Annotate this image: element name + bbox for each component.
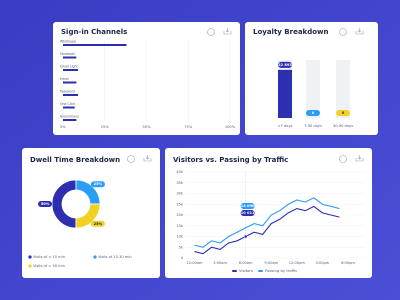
- chart-title: Dwell Time Breakdown: [30, 156, 120, 164]
- y-tick-label: 10k: [176, 235, 184, 239]
- tooltip-label-bg: [240, 203, 255, 209]
- info-icon[interactable]: [339, 155, 347, 163]
- category-label: One Click: [60, 102, 75, 106]
- bar: [63, 106, 75, 109]
- category-label: Facebook: [60, 52, 75, 56]
- tooltip-label: 14 090: [241, 204, 255, 208]
- value-label: 25%: [94, 182, 103, 186]
- y-tick-label: 5k: [179, 245, 184, 249]
- value-label: 32 893: [278, 63, 292, 67]
- x-tick-label: 6:00pm: [341, 261, 355, 265]
- y-tick-label: 35k: [176, 181, 184, 185]
- value-label-bg: [38, 201, 52, 207]
- hover-point: [243, 234, 248, 239]
- x-tick-label: 9:00am: [264, 261, 278, 265]
- x-tick-label: 12:00pm: [289, 261, 306, 265]
- bar-track: [336, 60, 350, 118]
- chart-title: Sign-in Channels: [61, 28, 127, 36]
- y-tick-label: 15k: [176, 224, 184, 228]
- card: [165, 148, 372, 278]
- x-tick-label: 6:00am: [239, 261, 253, 265]
- legend-label: Visitors: [239, 268, 253, 273]
- bar: [63, 56, 77, 59]
- y-tick-label: 20k: [176, 213, 184, 217]
- x-tick-label: 0%: [60, 125, 66, 129]
- legend-marker: [258, 270, 263, 272]
- line: [194, 197, 340, 248]
- y-tick-label: 0: [181, 256, 184, 260]
- y-tick-label: 25k: [176, 202, 184, 206]
- info-icon[interactable]: [127, 155, 135, 163]
- bar: [63, 94, 79, 96]
- x-tick-label: 7-30 days: [304, 124, 322, 128]
- y-tick-label: 30k: [176, 192, 184, 196]
- value-label: 0: [342, 111, 345, 115]
- download-icon[interactable]: [223, 28, 232, 35]
- bar: [278, 69, 292, 118]
- x-tick-label: 75%: [184, 125, 193, 129]
- info-icon[interactable]: [339, 28, 347, 36]
- x-tick-label: <7 days: [278, 124, 293, 128]
- legend-marker: [93, 255, 97, 259]
- category-label: Email: [60, 77, 69, 81]
- x-tick-label: 30-90 days: [333, 124, 353, 128]
- value-label-bg: [306, 110, 320, 116]
- line: [194, 205, 340, 255]
- legend-label: Visits of < 15 min: [33, 255, 65, 259]
- download-icon[interactable]: [143, 155, 152, 162]
- bar: [63, 119, 77, 121]
- x-tick-label: 3:00pm: [315, 261, 329, 265]
- value-label-bg: [90, 220, 105, 227]
- category-label: Email Light: [60, 65, 79, 69]
- legend-label: Visits of 15-30 min: [98, 255, 132, 259]
- value-label-bg: [336, 110, 350, 116]
- value-label: 25%: [94, 222, 103, 226]
- download-icon[interactable]: [355, 28, 364, 35]
- legend-label: Passing by traffic: [265, 268, 297, 273]
- x-tick-label: 100%: [225, 125, 236, 129]
- x-tick-label: 25%: [101, 125, 110, 129]
- bar: [63, 81, 77, 84]
- x-tick-label: 12:00am: [186, 261, 203, 265]
- download-icon[interactable]: [355, 155, 364, 162]
- chart-title: Visitors vs. Passing by Traffic: [173, 156, 288, 164]
- value-label-bg: [90, 181, 105, 188]
- category-label: Anonymous: [60, 115, 79, 119]
- tooltip-label: 10 011: [241, 211, 255, 215]
- legend-marker: [232, 270, 237, 272]
- bar: [63, 44, 127, 46]
- info-icon[interactable]: [207, 28, 215, 36]
- x-tick-label: 3:00am: [213, 261, 227, 265]
- bar: [63, 69, 79, 71]
- chart-title: Loyalty Breakdown: [253, 28, 329, 36]
- value-label-bg: [278, 61, 292, 68]
- y-tick-label: 40k: [176, 170, 184, 174]
- category-label: Whatsapp: [60, 40, 76, 44]
- value-label: 50%: [41, 202, 50, 206]
- bar-track: [306, 60, 320, 118]
- pie-slice: [75, 203, 101, 229]
- category-label: Password: [60, 90, 75, 94]
- value-label: 0: [312, 111, 315, 115]
- x-tick-label: 50%: [143, 125, 152, 129]
- legend-marker: [28, 264, 32, 268]
- legend-label: Visits of > 30 min: [33, 264, 65, 268]
- icons: [127, 28, 364, 163]
- tooltip-label-bg: [240, 210, 255, 216]
- legend-marker: [28, 255, 32, 259]
